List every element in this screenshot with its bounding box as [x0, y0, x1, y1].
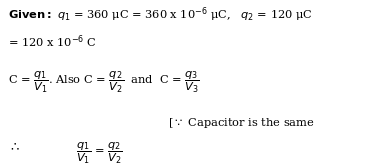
Text: $\mathbf{Given :}$ $q_1$ = 360 μC = 360 x 10$^{-6}$ μC,   $q_2$ = 120 μC: $\mathbf{Given :}$ $q_1$ = 360 μC = 360 …: [8, 5, 312, 24]
Text: $\therefore$: $\therefore$: [8, 140, 20, 153]
Text: [$\because$ Capacitor is the same: [$\because$ Capacitor is the same: [168, 115, 314, 130]
Text: C = $\dfrac{q_1}{V_1}$. Also C = $\dfrac{q_2}{V_2}$  and  C = $\dfrac{q_3}{V_3}$: C = $\dfrac{q_1}{V_1}$. Also C = $\dfrac…: [8, 69, 200, 95]
Text: $\dfrac{q_1}{V_1}$ = $\dfrac{q_2}{V_2}$: $\dfrac{q_1}{V_1}$ = $\dfrac{q_2}{V_2}$: [76, 140, 123, 165]
Text: = 120 x 10$^{-6}$ C: = 120 x 10$^{-6}$ C: [8, 33, 96, 50]
